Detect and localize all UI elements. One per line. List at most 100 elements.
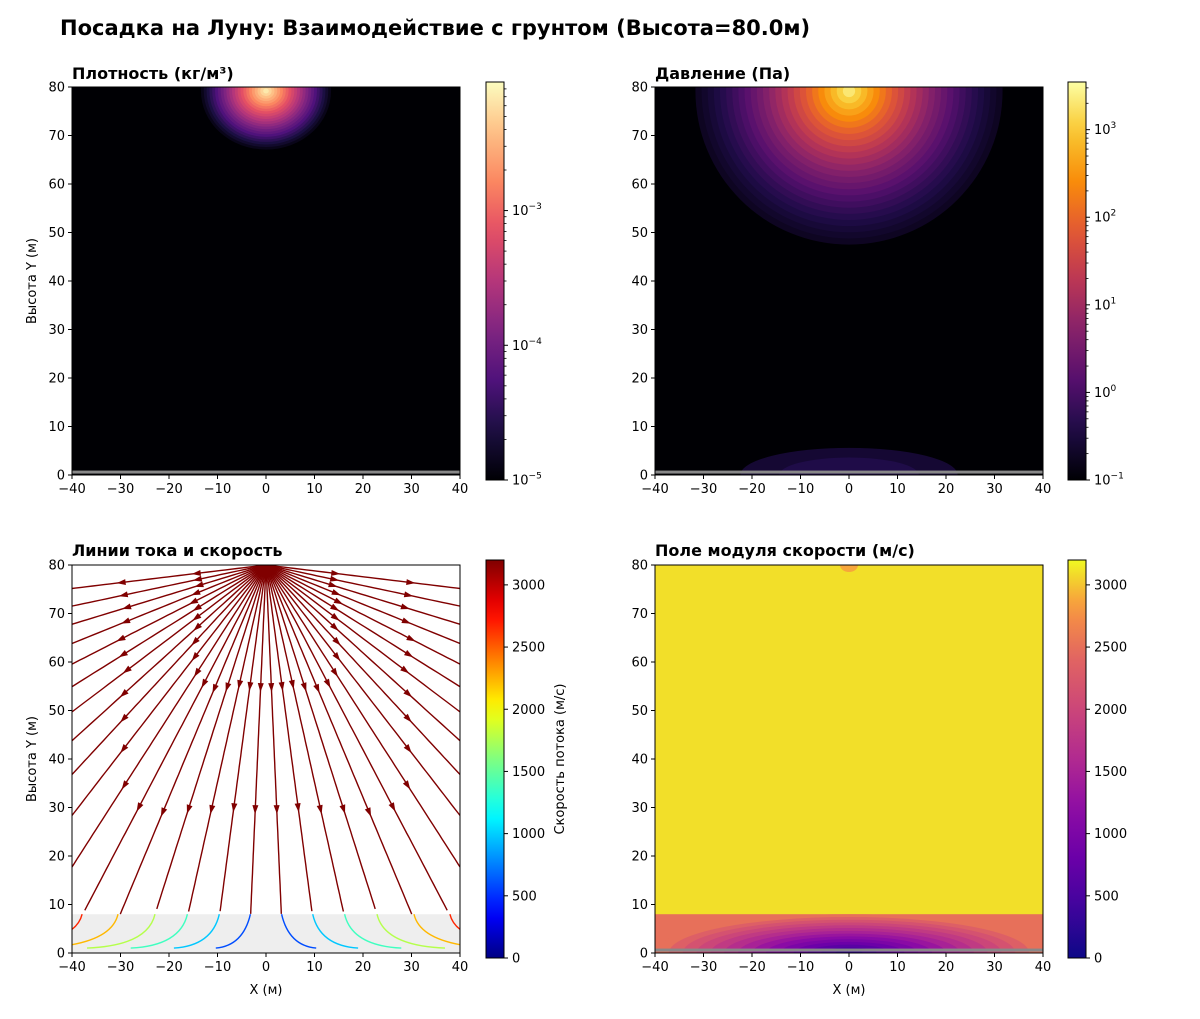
colorbar-tick-label: 1500 xyxy=(1094,765,1127,780)
y-tick-label: 80 xyxy=(48,81,65,96)
y-tick-label: 50 xyxy=(631,704,648,719)
colorbar-tick-label: 100 xyxy=(1094,384,1117,401)
streamline xyxy=(265,565,460,607)
streamline-arrow xyxy=(191,652,200,661)
colorbar xyxy=(1067,559,1087,959)
streamline xyxy=(265,565,282,914)
streamline xyxy=(187,565,267,912)
streamline-arrow xyxy=(268,683,275,693)
y-tick-label: 50 xyxy=(48,704,65,719)
boundary-streamline xyxy=(215,914,252,949)
colorbar-tick-label: 1500 xyxy=(512,765,545,780)
source-disturbance xyxy=(840,565,858,572)
streamline-arrow xyxy=(403,689,413,698)
streamline-arrow xyxy=(186,804,193,814)
streamline-arrow xyxy=(273,805,280,815)
streamline-arrow xyxy=(330,667,338,677)
streamline-arrow xyxy=(400,665,410,674)
boundary-streamline xyxy=(413,914,460,946)
streamline-arrow xyxy=(191,636,200,646)
streamline xyxy=(72,565,267,869)
streamline-arrow xyxy=(339,804,346,814)
ground-surface xyxy=(655,470,1043,474)
x-tick-label: 0 xyxy=(262,482,270,497)
y-tick-label: 10 xyxy=(48,898,65,913)
streamline-arrow xyxy=(278,681,285,692)
y-axis-label: Высота Y (м) xyxy=(25,238,40,324)
streamline-arrow xyxy=(201,678,209,688)
pressure-field xyxy=(655,87,1043,475)
streamline-arrow xyxy=(122,603,132,610)
colorbar-tick-label: 0 xyxy=(512,952,520,967)
streamline-arrow xyxy=(116,579,126,585)
colorbar-tick-label: 2000 xyxy=(1094,703,1127,718)
streamline-arrow xyxy=(316,804,323,815)
streamline-arrow xyxy=(406,579,416,585)
streamline-arrow xyxy=(252,805,259,815)
streamline-arrow xyxy=(121,780,130,790)
streamline-arrow xyxy=(402,780,411,790)
streamline-field xyxy=(72,565,460,953)
boundary-streamline xyxy=(130,914,189,949)
streamline xyxy=(72,565,267,688)
x-tick-label: −10 xyxy=(787,482,814,497)
streamline-arrow xyxy=(333,597,343,605)
x-tick-label: −40 xyxy=(58,482,85,497)
streamline-arrow xyxy=(404,650,414,658)
streamline-arrow xyxy=(231,803,238,813)
streamline-arrow xyxy=(194,667,202,677)
density-field xyxy=(72,87,460,475)
streamline-arrow xyxy=(403,591,414,598)
colorbar-tick-label: 10−5 xyxy=(512,472,542,489)
x-tick-label: 40 xyxy=(452,960,469,975)
streamline-arrow xyxy=(209,804,216,815)
boundary-streamline xyxy=(343,914,402,949)
x-axis-label: X (м) xyxy=(250,983,283,998)
x-tick-label: 10 xyxy=(306,960,323,975)
x-tick-label: 30 xyxy=(986,482,1003,497)
y-tick-label: 40 xyxy=(48,753,65,768)
colorbar-tick-label: 2500 xyxy=(1094,641,1127,656)
streamline xyxy=(72,565,267,776)
y-tick-label: 20 xyxy=(48,850,65,865)
y-tick-label: 20 xyxy=(631,850,648,865)
colorbar-tick-label: 500 xyxy=(1094,889,1119,904)
boundary-streamline xyxy=(280,914,317,949)
y-tick-label: 50 xyxy=(48,226,65,241)
streamline-arrow xyxy=(191,570,201,576)
streamline-arrow xyxy=(388,802,396,812)
y-tick-label: 50 xyxy=(631,226,648,241)
x-tick-label: −20 xyxy=(155,482,182,497)
colorbar-tick-label: 101 xyxy=(1094,296,1116,313)
streamline xyxy=(265,565,376,910)
streamline-arrow xyxy=(247,681,254,692)
x-tick-label: 30 xyxy=(986,960,1003,975)
x-axis-label: X (м) xyxy=(833,983,866,998)
streamline-arrow xyxy=(364,807,372,817)
pressure-contour xyxy=(842,87,856,98)
y-tick-label: 10 xyxy=(631,420,648,435)
streamline-arrow xyxy=(403,713,412,723)
streamline-arrow xyxy=(294,803,301,813)
streamline xyxy=(72,565,267,742)
streamline-arrow xyxy=(119,689,129,698)
y-tick-label: 0 xyxy=(640,947,648,962)
colorbar xyxy=(485,559,505,959)
colorbar xyxy=(1067,81,1087,481)
x-tick-label: 20 xyxy=(938,960,955,975)
y-tick-label: 20 xyxy=(631,372,648,387)
streamline-arrow xyxy=(192,612,202,621)
colorbar-tick-label: 1000 xyxy=(512,827,545,842)
boundary-streamline xyxy=(376,914,446,949)
streamline-arrow xyxy=(257,683,264,693)
x-tick-label: 30 xyxy=(403,960,420,975)
y-tick-label: 70 xyxy=(48,129,65,144)
streamline xyxy=(265,565,460,776)
streamline xyxy=(156,565,267,910)
streamline-arrow xyxy=(116,634,126,642)
x-tick-label: 0 xyxy=(845,482,853,497)
streamline xyxy=(265,565,448,911)
streamline xyxy=(72,565,267,590)
y-tick-label: 40 xyxy=(631,753,648,768)
streamline-arrow xyxy=(406,634,416,642)
